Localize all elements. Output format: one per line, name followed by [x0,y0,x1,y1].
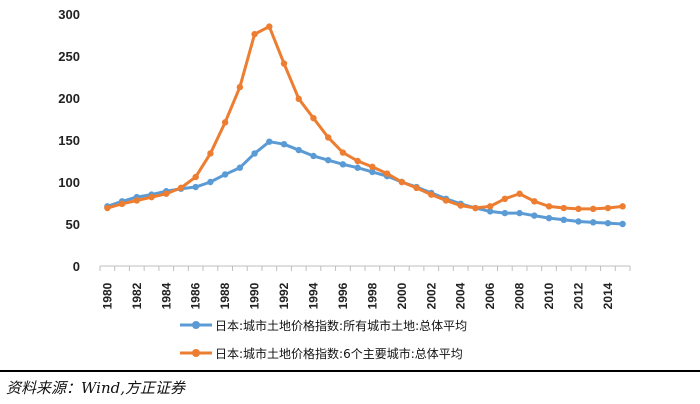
data-point-series-1 [192,173,199,181]
data-point-series-1 [398,178,406,186]
x-tick-label: 2004 [454,282,468,309]
data-point-series-1 [472,204,479,212]
x-tick-label: 1992 [277,282,291,309]
data-point-series-0 [604,219,612,227]
series-line-0 [105,140,625,226]
x-tick-label: 2008 [513,282,527,309]
data-point-series-1 [501,195,509,202]
y-axis: 0 50 100 150 200 250 300 [58,7,80,274]
legend-label-all-cities: 日本:城市土地价格指数:所有城市土地:总体平均 [215,318,467,333]
data-point-series-1 [324,134,332,141]
y-tick-label: 200 [58,91,80,106]
legend-item-all-cities: 日本:城市土地价格指数:所有城市土地:总体平均 [180,318,467,333]
x-tick-label: 1998 [365,282,379,309]
data-point-series-1 [383,170,391,177]
x-tick-label: 1982 [130,282,144,309]
legend-item-six-major-cities: 日本:城市土地价格指数:6个主要城市:总体平均 [180,346,463,361]
data-point-series-0 [560,216,567,223]
data-point-series-1 [413,184,420,192]
data-point-series-1 [310,114,317,122]
data-point-series-0 [619,220,626,228]
y-tick-label: 250 [58,49,80,64]
data-point-series-1 [369,163,376,171]
data-point-series-0 [310,152,317,160]
y-tick-label: 100 [58,175,80,190]
data-point-series-1 [280,60,288,67]
data-point-series-1 [516,190,523,197]
x-tick-label: 2002 [424,282,438,309]
series-line-1 [105,25,625,211]
x-tick-label: 1996 [336,282,350,309]
y-tick-label: 300 [58,7,80,22]
data-point-series-1 [163,190,170,197]
data-point-series-0 [207,178,214,186]
data-point-series-0 [516,209,523,217]
legend-marker-all-cities [192,321,200,329]
data-point-series-0 [354,164,361,171]
data-point-series-1 [442,197,450,204]
y-tick-label: 50 [66,217,80,232]
data-point-series-1 [457,202,464,209]
data-point-series-1 [589,205,597,213]
data-point-series-1 [354,157,361,165]
data-point-series-0 [339,161,347,168]
data-point-series-0 [280,141,288,148]
data-point-series-1 [118,200,126,208]
x-tick-label: 1980 [100,282,114,309]
x-tick-label: 1988 [218,282,232,309]
legend-label-six-major-cities: 日本:城市土地价格指数:6个主要城市:总体平均 [215,346,463,361]
data-point-series-1 [295,95,302,103]
data-point-series-1 [545,203,553,210]
data-point-series-0 [236,164,244,171]
source-note: 资料来源：Wind,方正证券 [6,379,185,397]
data-point-series-1 [486,203,494,210]
data-point-series-1 [560,204,567,212]
data-point-series-0 [531,212,538,219]
data-point-series-1 [575,205,582,213]
y-tick-label: 150 [58,133,80,148]
x-tick-label: 2006 [483,282,497,309]
data-point-series-1 [148,193,155,201]
x-tick-label: 1986 [189,282,203,309]
footer-divider [0,370,700,372]
data-point-series-1 [251,30,258,38]
data-point-series-0 [575,218,582,225]
data-point-series-0 [192,183,199,191]
x-tick-label: 2000 [395,282,409,309]
data-point-series-1 [531,198,538,205]
data-point-series-0 [251,150,258,157]
data-point-series-0 [369,168,376,176]
data-point-series-1 [604,204,612,212]
data-point-series-0 [221,171,229,178]
data-point-series-1 [619,203,626,210]
data-point-series-1 [221,119,229,126]
data-point-series-0 [501,209,509,217]
x-tick-label: 2014 [601,282,615,309]
legend-marker-six-major-cities [192,349,200,357]
y-tick-label: 0 [73,259,80,274]
x-tick-label: 2012 [571,282,585,309]
data-point-series-0 [324,156,332,164]
data-point-series-1 [133,197,141,204]
data-point-series-0 [589,219,597,226]
x-tick-label: 1984 [159,282,173,309]
data-point-series-1 [266,23,273,30]
data-point-series-1 [428,191,435,198]
data-point-series-1 [236,83,244,91]
series-layer [104,23,626,228]
x-tick-label: 1994 [306,282,320,309]
data-point-series-1 [339,149,347,156]
data-point-series-0 [545,214,553,222]
x-axis: 1980 1982 1984 1986 1988 1990 1992 1994 1996 1998… [99,265,631,309]
data-point-series-1 [104,204,111,212]
data-point-series-0 [266,138,273,145]
x-tick-label: 1990 [248,282,262,309]
legend: 日本:城市土地价格指数:所有城市土地:总体平均 日本:城市土地价格指数:6个主要… [180,318,467,361]
x-tick-label: 2010 [542,282,556,309]
data-point-series-0 [295,146,302,154]
data-point-series-1 [207,150,214,157]
data-point-series-0 [486,208,494,215]
data-point-series-1 [177,184,185,192]
